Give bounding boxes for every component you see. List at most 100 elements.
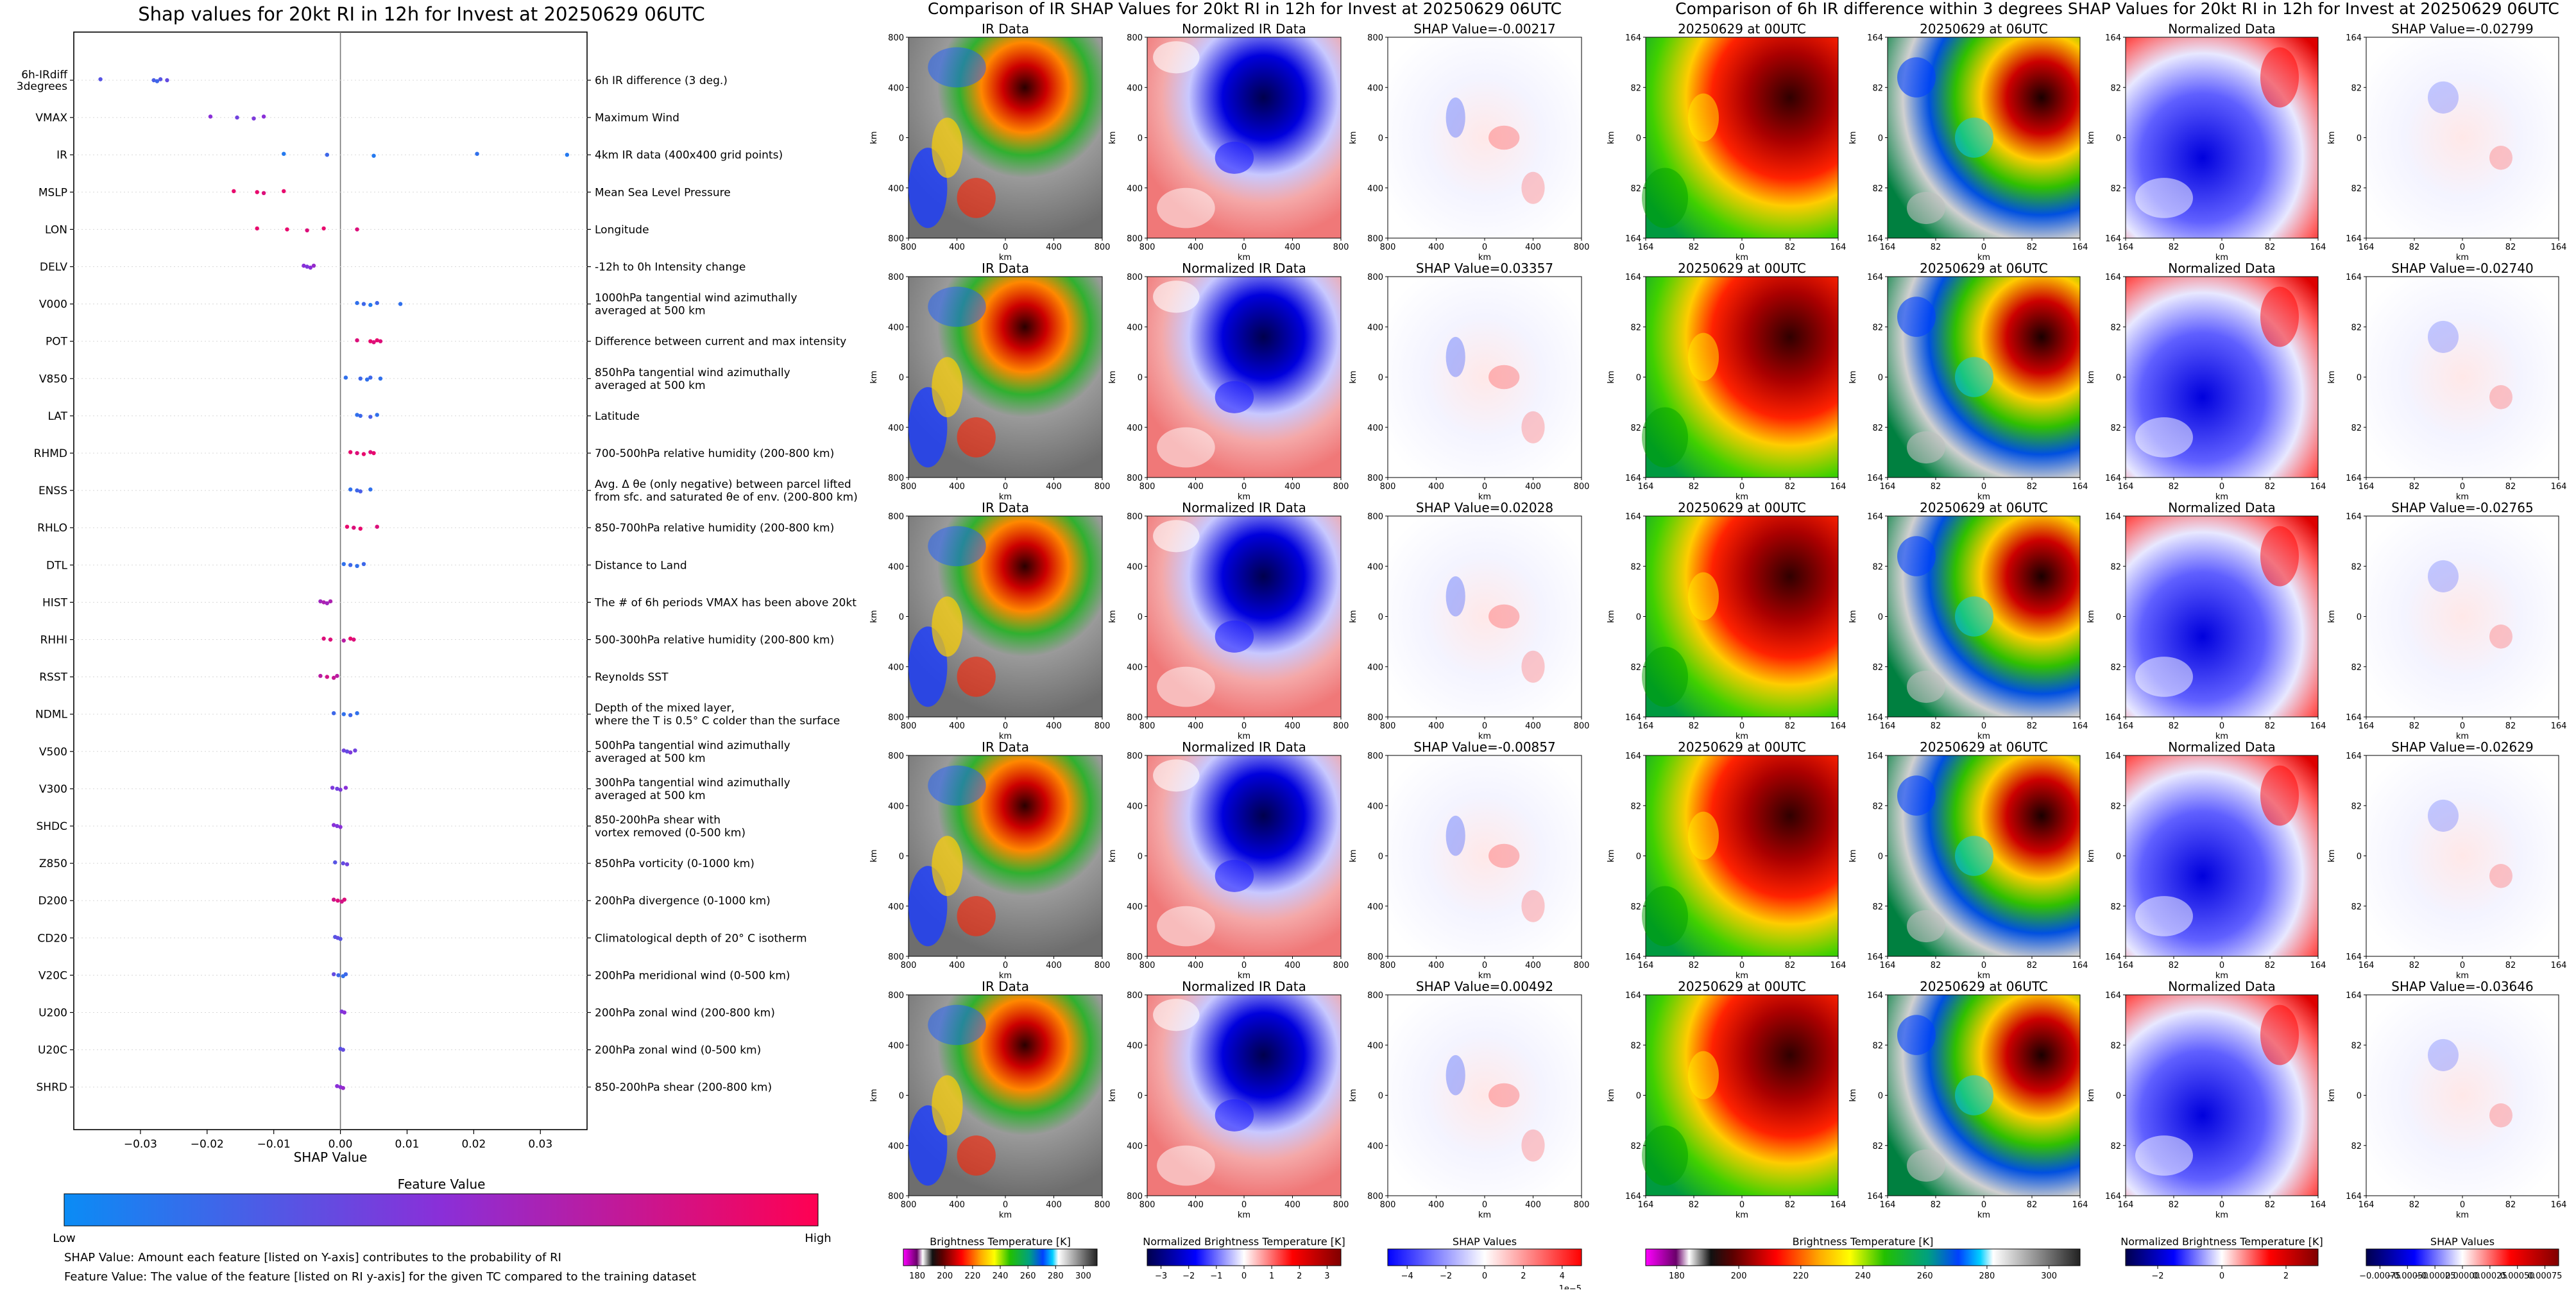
feature-name-label: V300 xyxy=(39,783,67,796)
panel-title: 20250629 at 00UTC xyxy=(1678,500,1806,515)
y-tick-label: 0 xyxy=(2116,852,2121,862)
x-tick-label: 400 xyxy=(1188,1200,1204,1210)
shap-point xyxy=(348,563,353,567)
x-tick-label: 400 xyxy=(1046,961,1062,970)
x-tick-label: 400 xyxy=(949,243,965,252)
y-tick-label: 82 xyxy=(2351,184,2362,194)
ir-difference-section: Comparison of 6h IR difference within 3 … xyxy=(1607,0,2566,1281)
x-tick-label: 164 xyxy=(2310,243,2326,252)
y-axis-label: km xyxy=(869,1089,879,1101)
x-tick-label: 0 xyxy=(1482,243,1487,252)
y-tick-label: 82 xyxy=(2351,902,2362,912)
y-axis-label: km xyxy=(1349,1089,1358,1101)
x-tick-label: 0 xyxy=(1003,961,1008,970)
x-tick-label: 0 xyxy=(1739,482,1744,492)
x-tick-label: 82 xyxy=(2027,961,2038,970)
feature-name-label: POT xyxy=(46,336,68,349)
colorbar-tick-label: 3 xyxy=(1324,1271,1329,1281)
image-texture xyxy=(928,526,986,567)
feature-description-label: 850hPa vorticity (0-1000 km) xyxy=(595,857,755,870)
feature-description-label: The # of 6h periods VMAX has been above … xyxy=(594,596,857,609)
x-tick-label: 0 xyxy=(1739,243,1744,252)
x-axis-label: km xyxy=(1977,971,1990,981)
feature-description-label: 500-300hPa relative humidity (200-800 km… xyxy=(595,634,834,647)
x-tick-label: 400 xyxy=(1525,721,1541,731)
shap-point xyxy=(475,151,479,156)
shap-point xyxy=(355,338,359,343)
y-axis-label: km xyxy=(2327,131,2337,144)
feature-description-label: 300hPa tangential wind azimuthally averag… xyxy=(595,777,790,802)
y-tick-label: 82 xyxy=(1630,323,1641,332)
x-axis-label: km xyxy=(2456,971,2469,981)
y-tick-label: 0 xyxy=(2357,852,2362,862)
shap-point xyxy=(321,226,326,231)
y-axis-label: km xyxy=(1607,610,1616,623)
y-tick-label: 164 xyxy=(1867,713,1883,723)
y-axis-label: km xyxy=(2086,610,2096,623)
y-tick-label: 164 xyxy=(1625,991,1641,1001)
y-axis-label: km xyxy=(1108,370,1118,383)
x-tick-label: 0 xyxy=(1241,961,1247,970)
y-tick-label: 164 xyxy=(2105,752,2121,761)
y-tick-label: 82 xyxy=(1872,562,1883,572)
y-tick-label: 800 xyxy=(888,952,904,962)
feature-description-label: 700-500hPa relative humidity (200-800 km… xyxy=(595,447,834,460)
y-tick-label: 82 xyxy=(2351,424,2362,433)
y-tick-label: 800 xyxy=(888,752,904,761)
shap-point xyxy=(355,451,359,456)
y-tick-label: 0 xyxy=(899,852,904,862)
panel-title: SHAP Value=0.03357 xyxy=(1416,261,1553,276)
y-tick-label: 0 xyxy=(1378,852,1383,862)
x-tick-label: 400 xyxy=(1188,961,1204,970)
shap-point xyxy=(335,673,339,678)
y-tick-label: 400 xyxy=(888,663,904,673)
y-tick-label: 400 xyxy=(1127,424,1143,433)
image-texture xyxy=(1642,407,1688,468)
colorbar-tick-label: −0.00075 xyxy=(2359,1271,2401,1281)
y-tick-label: 164 xyxy=(2105,474,2121,483)
colorbar-tick-label: −1 xyxy=(1210,1271,1222,1281)
x-axis-label: km xyxy=(2215,253,2228,263)
x-tick-label: 800 xyxy=(1574,1200,1590,1210)
x-tick-label: 0 xyxy=(1482,961,1487,970)
shap-point xyxy=(252,116,256,121)
y-tick-label: 82 xyxy=(2351,663,2362,673)
image-texture xyxy=(1157,906,1215,947)
colorbar-tick-label: 260 xyxy=(1917,1271,1933,1281)
feature-value-colorbar-low: Low xyxy=(53,1232,75,1245)
y-tick-label: 800 xyxy=(1127,33,1143,43)
x-tick-label: 82 xyxy=(1785,961,1796,970)
panel-title: Normalized IR Data xyxy=(1182,739,1306,755)
x-tick-label: 164 xyxy=(2551,961,2567,970)
shap-point xyxy=(321,636,326,641)
shap-point xyxy=(565,153,570,157)
colorbar-label: SHAP Values xyxy=(2430,1236,2495,1248)
shap-point xyxy=(305,264,309,269)
y-tick-label: 400 xyxy=(1127,1041,1143,1051)
y-tick-label: 800 xyxy=(1127,752,1143,761)
x-tick-label: 0 xyxy=(1003,721,1008,731)
shap-point xyxy=(358,489,363,494)
x-axis-label: km xyxy=(999,732,1012,741)
y-tick-label: 164 xyxy=(2105,273,2121,282)
colorbar-tick-label: 180 xyxy=(1669,1271,1685,1281)
y-tick-label: 800 xyxy=(1127,991,1143,1001)
x-tick-label: 800 xyxy=(1095,961,1111,970)
y-tick-label: 800 xyxy=(1367,234,1383,244)
x-tick-label: 82 xyxy=(1785,482,1796,492)
x-tick-label: 800 xyxy=(1380,721,1396,731)
x-tick-label: 800 xyxy=(901,961,917,970)
feature-description-label: Maximum Wind xyxy=(595,112,679,125)
x-tick-label: −0.01 xyxy=(257,1138,291,1151)
shap-point xyxy=(330,786,335,790)
y-axis-label: km xyxy=(1848,610,1858,623)
y-tick-label: 400 xyxy=(1127,1142,1143,1151)
x-tick-label: 400 xyxy=(1046,721,1062,731)
shap-point xyxy=(358,526,363,531)
x-tick-label: 400 xyxy=(1046,1200,1062,1210)
x-tick-label: 0.01 xyxy=(395,1138,420,1151)
x-tick-label: 164 xyxy=(1880,961,1896,970)
